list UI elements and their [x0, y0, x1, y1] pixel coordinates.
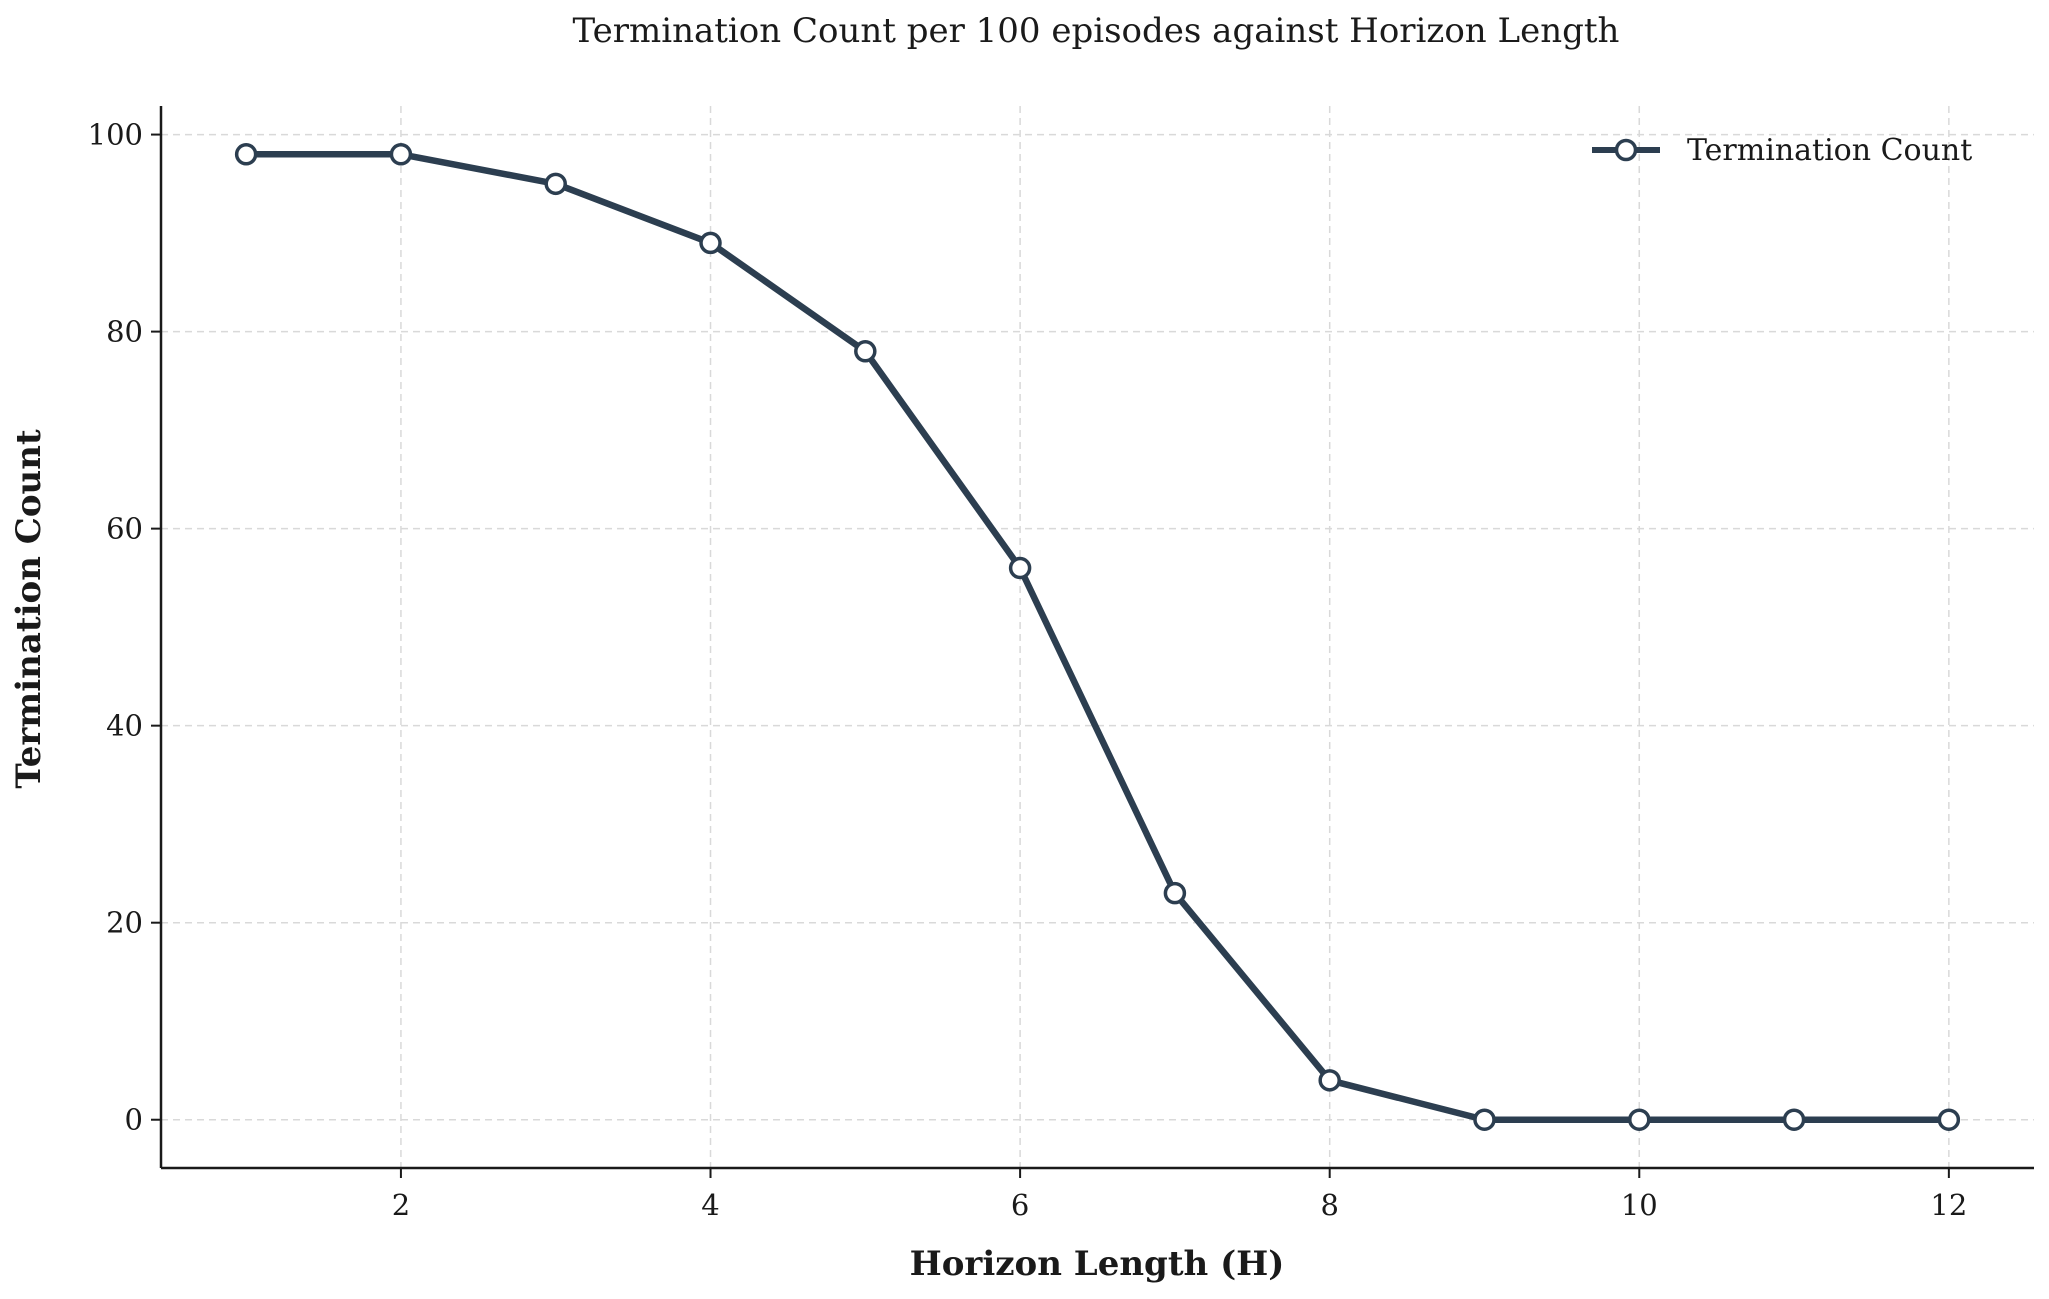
y-tick-label: 60	[106, 512, 143, 546]
y-tick-label: 100	[88, 118, 143, 152]
legend: Termination Count	[1592, 133, 1972, 168]
grid	[161, 106, 2034, 1168]
y-axis-label: Termination Count	[9, 429, 49, 789]
data-point	[234, 143, 258, 166]
legend-marker	[1614, 138, 1638, 162]
data-point	[854, 340, 877, 363]
data-point	[1782, 1108, 1806, 1131]
x-tick-label: 4	[701, 1188, 719, 1222]
legend-label: Termination Count	[1687, 133, 1972, 168]
data-point	[1628, 1108, 1651, 1131]
y-tick-label: 40	[106, 709, 143, 743]
x-axis-label: Horizon Length (H)	[910, 1244, 1285, 1284]
series-termination-count	[234, 143, 1961, 1131]
y-tick-label: 80	[106, 315, 143, 349]
x-tick-label: 12	[1930, 1188, 1967, 1222]
data-point	[1163, 881, 1187, 905]
data-point	[699, 231, 722, 255]
x-tick-label: 2	[392, 1188, 410, 1222]
x-axis-ticks: 2 4 6 8 10 12	[392, 1168, 1967, 1222]
data-point	[1318, 1069, 1341, 1092]
y-axis-ticks: 0 20 40 60 80 100	[88, 118, 161, 1137]
data-point	[1008, 556, 1032, 580]
y-tick-label: 0	[125, 1103, 143, 1137]
chart-title: Termination Count per 100 episodes again…	[573, 11, 1620, 51]
x-tick-label: 6	[1011, 1188, 1029, 1222]
axes	[159, 106, 2034, 1170]
data-point	[1937, 1108, 1961, 1131]
data-point	[389, 143, 413, 166]
data-point	[544, 172, 567, 196]
series-line	[242, 151, 1953, 1123]
x-tick-label: 8	[1320, 1188, 1338, 1222]
x-tick-label: 10	[1621, 1188, 1658, 1222]
y-tick-label: 20	[106, 906, 143, 940]
data-point	[1473, 1108, 1496, 1131]
